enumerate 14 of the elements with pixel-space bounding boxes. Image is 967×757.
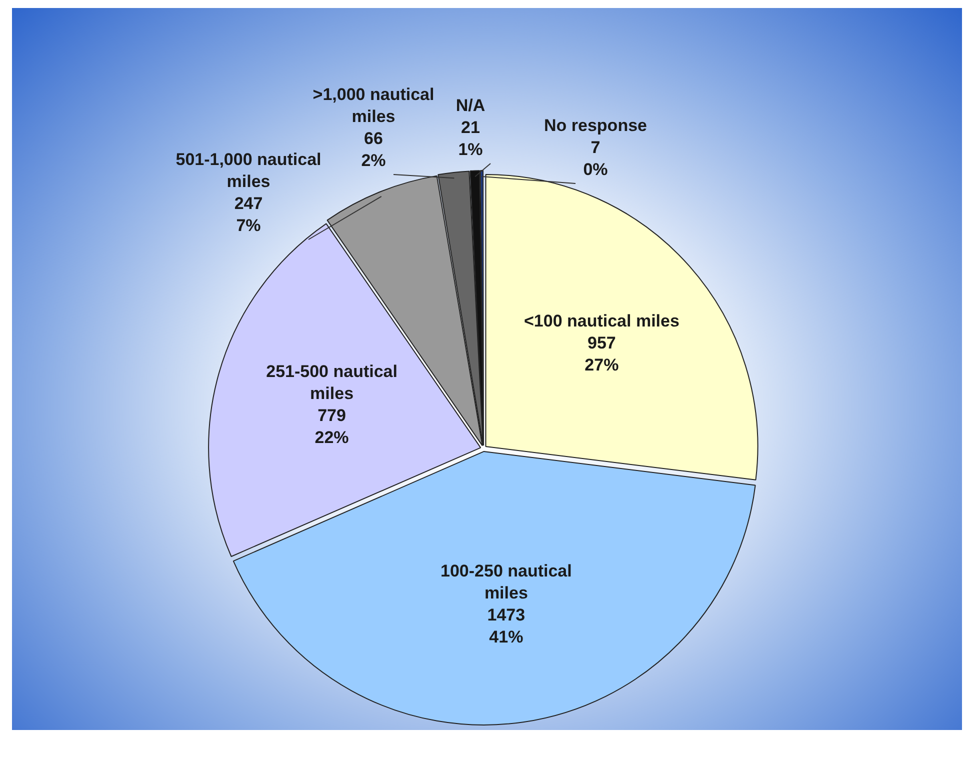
slice-label: 501-1,000 nautical miles — [176, 150, 322, 192]
data-label: 66 2% — [361, 129, 386, 170]
data-label: 779 22% — [314, 406, 349, 447]
slice-label: 251-500 nautical miles — [266, 362, 398, 403]
data-label: 7 0% — [583, 138, 608, 180]
data-label: 247 7% — [234, 194, 263, 236]
slice-label: <100 nautical miles — [524, 312, 680, 331]
slice-label: 100-250 nautical miles — [440, 561, 572, 602]
data-label: 1473 41% — [487, 605, 526, 646]
slice-label: No response — [544, 116, 647, 136]
slice-label: >1,000 nautical miles — [312, 85, 434, 126]
slice-label: N/A — [456, 96, 486, 116]
data-label: 957 27% — [584, 334, 619, 375]
data-label: 21 1% — [458, 118, 483, 160]
